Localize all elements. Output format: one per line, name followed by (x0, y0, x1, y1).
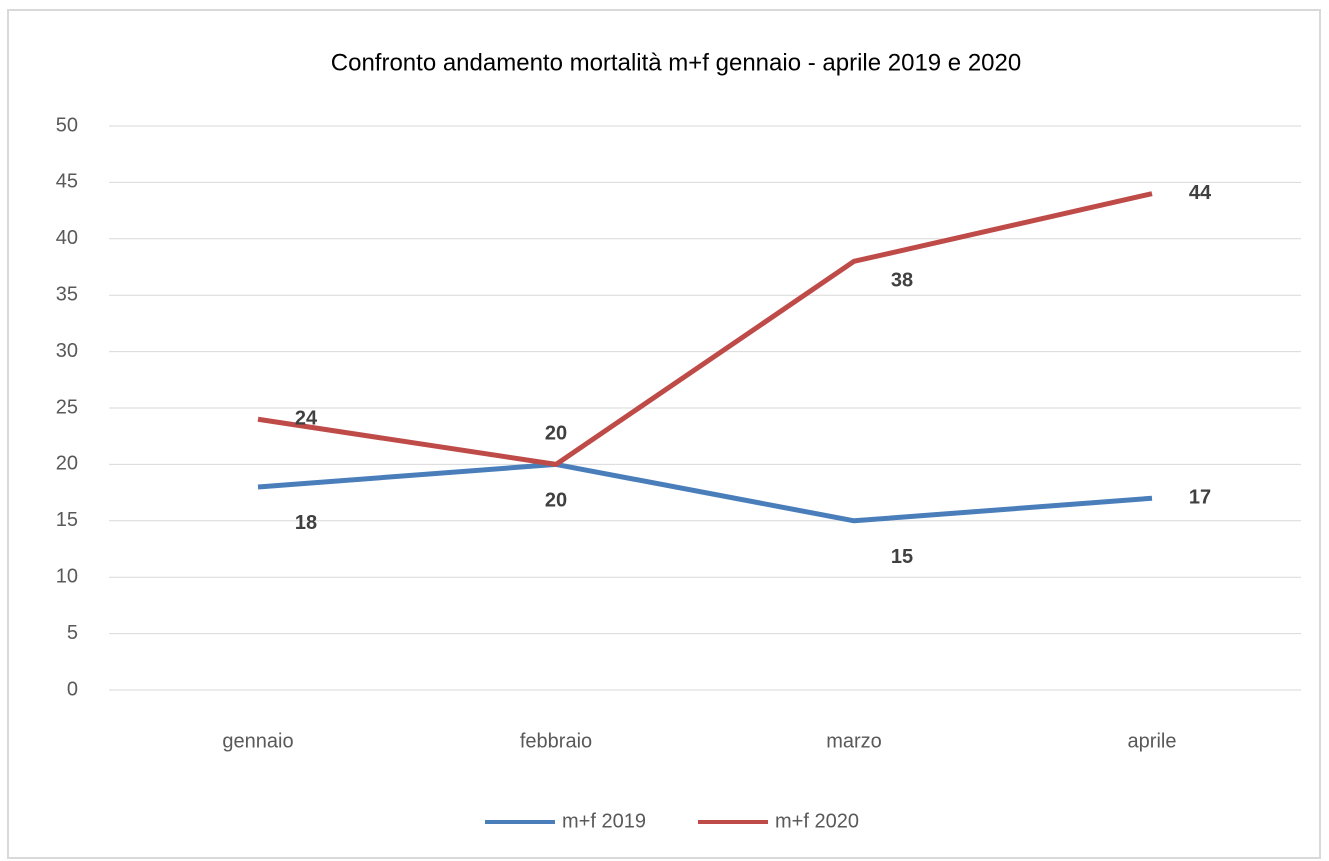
data-label: 38 (891, 270, 913, 292)
data-label: 44 (1189, 182, 1212, 204)
x-tick-label: gennaio (222, 730, 293, 752)
data-label: 20 (545, 423, 567, 445)
legend-label: m+f 2019 (562, 810, 646, 832)
y-tick-label: 40 (56, 227, 78, 249)
x-tick-label: febbraio (520, 730, 592, 752)
x-tick-label: marzo (826, 730, 882, 752)
y-tick-label: 30 (56, 340, 78, 362)
y-tick-label: 15 (56, 509, 78, 531)
x-tick-label: aprile (1128, 730, 1177, 752)
data-label: 24 (295, 408, 318, 430)
chart-border (7, 9, 1321, 859)
y-tick-label: 5 (67, 622, 78, 644)
y-tick-label: 20 (56, 453, 78, 475)
y-tick-label: 25 (56, 396, 78, 418)
series-line (257, 461, 1153, 524)
y-tick-label: 10 (56, 565, 78, 587)
chart-title: Confronto andamento mortalità m+f gennai… (331, 49, 1021, 76)
series-line (257, 191, 1153, 467)
data-label: 20 (545, 490, 567, 512)
data-label: 17 (1189, 487, 1211, 509)
data-label: 18 (295, 512, 317, 534)
y-tick-label: 45 (56, 171, 78, 193)
y-tick-label: 50 (56, 114, 78, 136)
y-tick-label: 0 (67, 678, 78, 700)
y-tick-label: 35 (56, 283, 78, 305)
legend-label: m+f 2020 (775, 810, 859, 832)
data-label: 15 (891, 546, 913, 568)
